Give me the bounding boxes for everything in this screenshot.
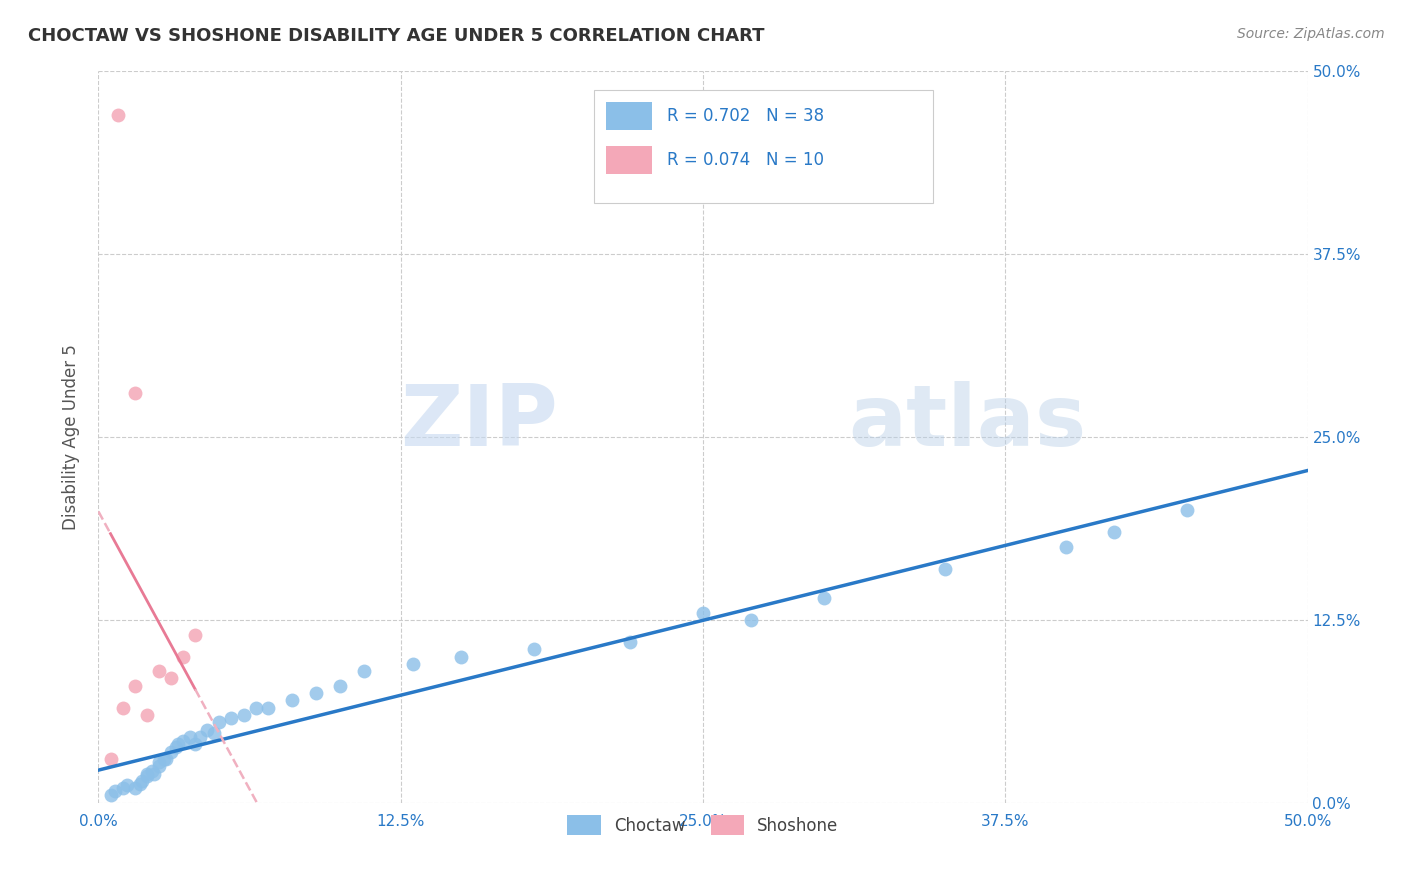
- Point: [305, 686, 328, 700]
- Point: [160, 672, 183, 686]
- Legend: Choctaw, Shoshone: Choctaw, Shoshone: [561, 808, 845, 842]
- Point: [934, 562, 956, 576]
- Point: [179, 730, 201, 744]
- Point: [155, 752, 177, 766]
- Point: [160, 745, 183, 759]
- Point: [184, 627, 207, 641]
- Point: [232, 708, 254, 723]
- Point: [111, 700, 134, 714]
- Point: [165, 740, 187, 755]
- Point: [188, 730, 211, 744]
- Point: [135, 708, 157, 723]
- Point: [135, 769, 157, 783]
- Point: [172, 734, 194, 748]
- Point: [131, 773, 153, 788]
- Point: [281, 693, 304, 707]
- Point: [184, 737, 207, 751]
- Point: [124, 386, 146, 401]
- Point: [450, 649, 472, 664]
- Point: [1102, 525, 1125, 540]
- Point: [143, 766, 166, 780]
- Point: [256, 700, 278, 714]
- Point: [124, 781, 146, 796]
- Point: [135, 766, 157, 780]
- Point: [208, 715, 231, 730]
- Point: [128, 777, 150, 791]
- Point: [148, 759, 170, 773]
- Point: [104, 784, 127, 798]
- Point: [100, 752, 122, 766]
- Point: [1175, 503, 1198, 517]
- Point: [692, 606, 714, 620]
- Point: [141, 764, 163, 778]
- Point: [172, 649, 194, 664]
- Point: [100, 789, 122, 803]
- Point: [1054, 540, 1077, 554]
- Point: [204, 725, 226, 739]
- Bar: [606, 102, 652, 130]
- Text: CHOCTAW VS SHOSHONE DISABILITY AGE UNDER 5 CORRELATION CHART: CHOCTAW VS SHOSHONE DISABILITY AGE UNDER…: [28, 27, 765, 45]
- Point: [167, 737, 190, 751]
- Text: atlas: atlas: [848, 381, 1087, 464]
- Point: [813, 591, 835, 605]
- Point: [152, 752, 174, 766]
- Point: [111, 781, 134, 796]
- Bar: [606, 146, 652, 174]
- Text: R = 0.074   N = 10: R = 0.074 N = 10: [666, 151, 824, 169]
- Point: [117, 778, 139, 792]
- Point: [124, 679, 146, 693]
- Point: [221, 711, 243, 725]
- Y-axis label: Disability Age Under 5: Disability Age Under 5: [62, 344, 80, 530]
- Point: [740, 613, 762, 627]
- Point: [148, 664, 170, 678]
- FancyBboxPatch shape: [595, 90, 932, 203]
- Point: [523, 642, 546, 657]
- Text: R = 0.702   N = 38: R = 0.702 N = 38: [666, 107, 824, 125]
- Point: [195, 723, 218, 737]
- Point: [402, 657, 425, 671]
- Text: ZIP: ZIP: [401, 381, 558, 464]
- Point: [619, 635, 641, 649]
- Point: [353, 664, 375, 678]
- Text: Source: ZipAtlas.com: Source: ZipAtlas.com: [1237, 27, 1385, 41]
- Point: [148, 755, 170, 769]
- Point: [107, 108, 129, 122]
- Point: [329, 679, 352, 693]
- Point: [245, 700, 267, 714]
